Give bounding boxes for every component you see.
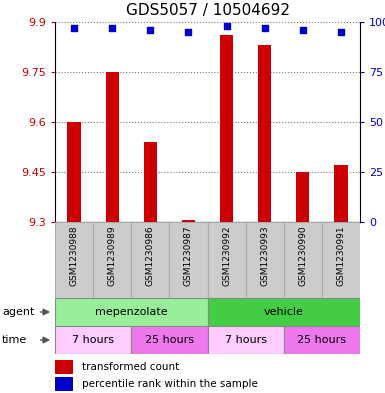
Bar [208,326,284,354]
Point [338,29,344,35]
Bar [55,377,73,391]
Bar [208,222,246,298]
Point [109,25,115,31]
Text: percentile rank within the sample: percentile rank within the sample [82,379,258,389]
Text: GSM1230992: GSM1230992 [222,226,231,286]
Bar [246,222,284,298]
Bar [169,222,208,298]
Text: time: time [2,335,27,345]
Text: GSM1230990: GSM1230990 [298,226,307,286]
Text: mepenzolate: mepenzolate [95,307,167,317]
Text: vehicle: vehicle [264,307,304,317]
Text: GSM1230988: GSM1230988 [70,226,79,286]
Point [185,29,191,35]
Text: GSM1230986: GSM1230986 [146,226,155,286]
Bar [334,165,348,222]
Bar [284,222,322,298]
Text: 7 hours: 7 hours [72,335,114,345]
Point [262,25,268,31]
Text: 7 hours: 7 hours [224,335,267,345]
Bar [105,72,119,222]
Point [71,25,77,31]
Bar [55,222,93,298]
Text: 25 hours: 25 hours [145,335,194,345]
Text: 25 hours: 25 hours [297,335,346,345]
Bar [220,35,233,222]
Bar [144,142,157,222]
Bar [208,298,360,326]
Point [300,27,306,33]
Text: GSM1230993: GSM1230993 [260,226,269,286]
Bar [67,122,81,222]
Bar [284,326,360,354]
Bar [93,222,131,298]
Text: agent: agent [2,307,34,317]
Text: transformed count: transformed count [82,362,180,372]
Bar [258,45,271,222]
Bar [131,326,208,354]
Text: GSM1230991: GSM1230991 [336,226,345,286]
Bar [322,222,360,298]
Text: GSM1230987: GSM1230987 [184,226,193,286]
Title: GDS5057 / 10504692: GDS5057 / 10504692 [126,3,290,18]
Bar [55,360,73,374]
Bar [55,326,131,354]
Bar [182,220,195,222]
Bar [296,172,310,222]
Bar [131,222,169,298]
Text: GSM1230989: GSM1230989 [108,226,117,286]
Bar [55,298,208,326]
Point [147,27,153,33]
Point [223,23,229,29]
